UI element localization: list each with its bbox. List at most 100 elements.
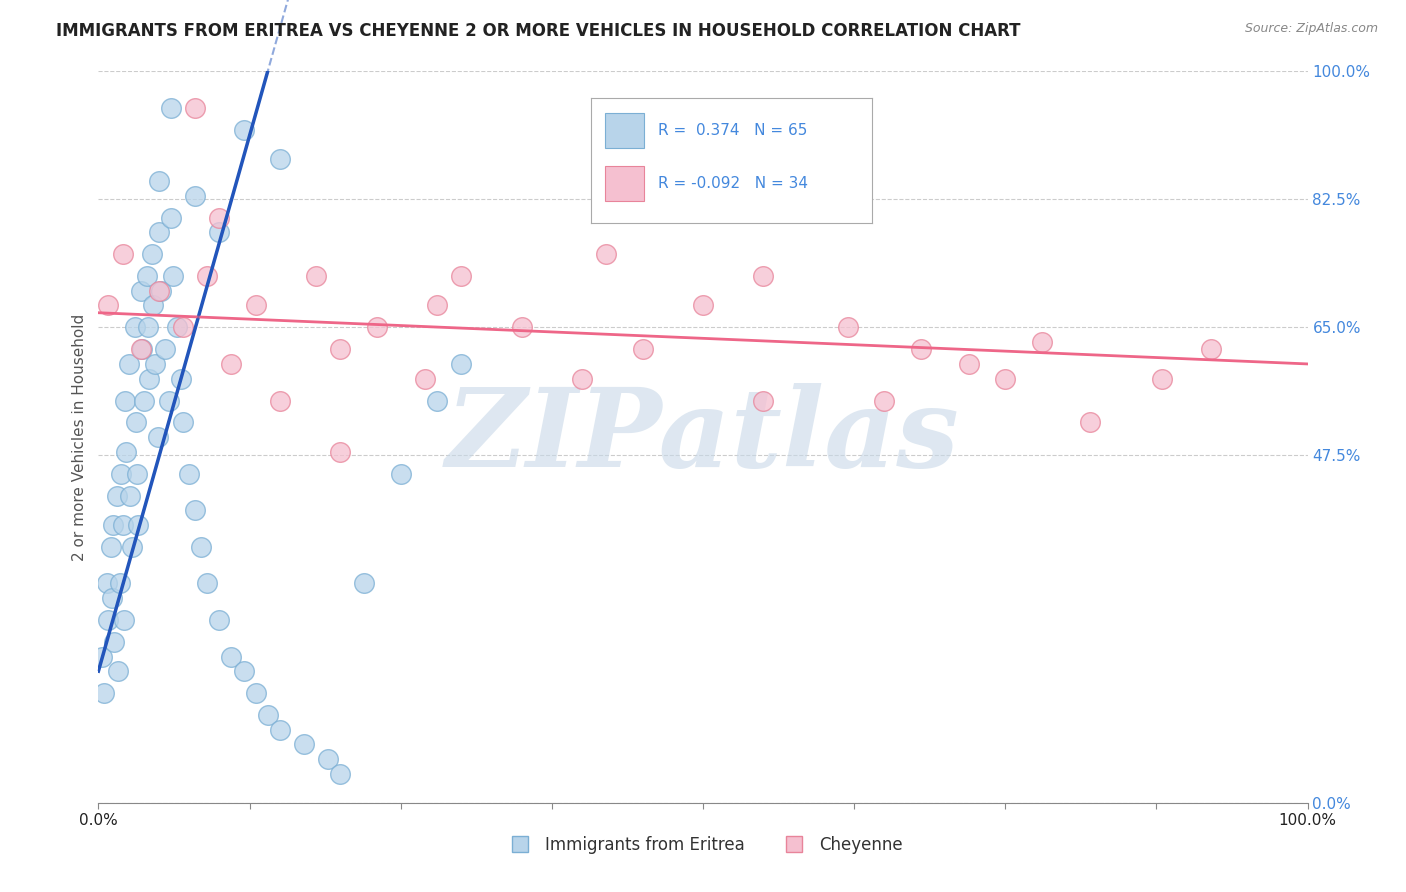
Point: [1199, 343, 1222, 357]
Point: [571, 371, 593, 385]
Point: [135, 269, 157, 284]
Point: [269, 152, 291, 166]
Point: [157, 393, 180, 408]
Point: [1031, 334, 1053, 349]
Point: [994, 371, 1017, 385]
Point: [910, 343, 932, 357]
Point: [631, 343, 654, 357]
Point: [166, 320, 188, 334]
Point: [142, 298, 165, 312]
Point: [121, 540, 143, 554]
Point: [426, 298, 449, 312]
Bar: [605, 166, 644, 201]
Point: [172, 416, 194, 430]
Point: [148, 174, 170, 188]
Point: [129, 343, 152, 357]
Point: [837, 320, 859, 334]
Point: [172, 320, 194, 334]
Point: [141, 247, 163, 261]
Point: [316, 752, 339, 766]
Point: [108, 576, 131, 591]
Point: [148, 225, 170, 239]
Point: [105, 489, 128, 503]
Point: [208, 211, 231, 225]
Point: [127, 467, 149, 481]
Point: [179, 467, 201, 481]
Point: [184, 101, 207, 115]
Point: [269, 723, 291, 737]
Point: [692, 298, 714, 312]
Point: [221, 649, 243, 664]
Point: [426, 393, 449, 408]
Point: [752, 269, 775, 284]
Point: [100, 540, 122, 554]
Point: [100, 591, 122, 605]
Point: [1078, 416, 1101, 430]
Point: [256, 708, 278, 723]
Text: R = -0.092   N = 34: R = -0.092 N = 34: [658, 176, 808, 191]
Point: [136, 320, 159, 334]
Point: [221, 357, 243, 371]
Point: [150, 284, 173, 298]
Point: [129, 284, 152, 298]
Point: [190, 540, 212, 554]
Point: [510, 320, 533, 334]
Point: [114, 393, 136, 408]
Point: [195, 576, 218, 591]
Point: [93, 686, 115, 700]
Point: [389, 467, 412, 481]
Point: [184, 188, 207, 202]
Point: [195, 269, 218, 284]
Legend: Immigrants from Eritrea, Cheyenne: Immigrants from Eritrea, Cheyenne: [496, 829, 910, 860]
Point: [957, 357, 980, 371]
Text: ZIPatlas: ZIPatlas: [446, 384, 960, 491]
Text: IMMIGRANTS FROM ERITREA VS CHEYENNE 2 OR MORE VEHICLES IN HOUSEHOLD CORRELATION : IMMIGRANTS FROM ERITREA VS CHEYENNE 2 OR…: [56, 22, 1021, 40]
Point: [450, 269, 472, 284]
Point: [127, 517, 149, 532]
Point: [450, 357, 472, 371]
Point: [111, 517, 134, 532]
Point: [110, 467, 132, 481]
Point: [232, 123, 254, 137]
Point: [208, 613, 231, 627]
Point: [103, 635, 125, 649]
Point: [184, 503, 207, 517]
Point: [112, 613, 135, 627]
Point: [91, 649, 114, 664]
Point: [131, 343, 153, 357]
Point: [873, 393, 896, 408]
Y-axis label: 2 or more Vehicles in Household: 2 or more Vehicles in Household: [72, 313, 87, 561]
Point: [146, 430, 169, 444]
Point: [232, 664, 254, 678]
Bar: [605, 113, 644, 148]
Point: [269, 393, 291, 408]
Point: [148, 284, 170, 298]
Point: [115, 444, 138, 458]
Point: [1152, 371, 1174, 385]
Point: [160, 101, 183, 115]
Point: [143, 357, 166, 371]
Point: [329, 766, 352, 780]
Point: [125, 416, 148, 430]
Point: [134, 393, 156, 408]
Point: [305, 269, 328, 284]
Text: Source: ZipAtlas.com: Source: ZipAtlas.com: [1244, 22, 1378, 36]
Point: [118, 357, 141, 371]
Text: R =  0.374   N = 65: R = 0.374 N = 65: [658, 123, 807, 138]
Point: [118, 489, 141, 503]
Point: [208, 225, 231, 239]
Point: [353, 576, 375, 591]
Point: [245, 298, 267, 312]
Point: [97, 298, 120, 312]
Point: [169, 371, 191, 385]
Point: [292, 737, 315, 751]
Point: [138, 371, 160, 385]
Point: [245, 686, 267, 700]
Point: [162, 269, 184, 284]
Point: [366, 320, 388, 334]
Point: [329, 444, 352, 458]
Point: [111, 247, 134, 261]
Point: [107, 664, 129, 678]
Point: [97, 613, 120, 627]
Point: [153, 343, 176, 357]
